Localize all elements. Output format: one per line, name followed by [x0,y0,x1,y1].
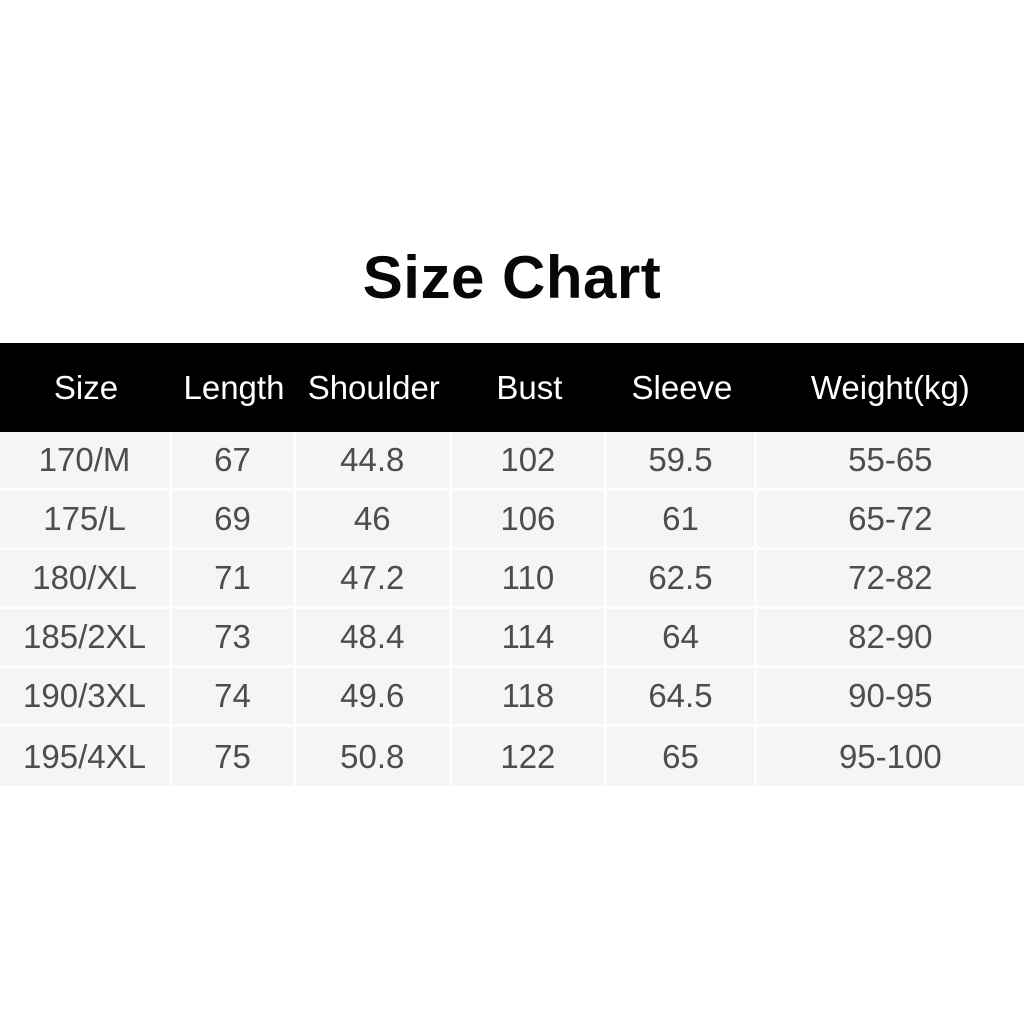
header-cell-bust: Bust [496,368,563,406]
table-cell: 102 [451,432,608,491]
table-cell: 50.8 [295,727,452,786]
table-cell: 82-90 [756,609,1024,668]
table-cell: 61 [607,491,757,550]
table-cell: 195/4XL [0,727,173,786]
table-row: 195/4XL 75 50.8 122 65 95-100 [0,727,1024,786]
table-cell: 118 [451,668,608,727]
table-cell: 106 [451,491,608,550]
table-cell: 190/3XL [0,668,173,727]
table-cell: 185/2XL [0,609,173,668]
table-header-row: Size Length Shoulder Bust Sleeve Weight(kg) [0,343,1024,432]
table-row: 175/L 69 46 106 61 65-72 [0,491,1024,550]
table-row: 180/XL 71 47.2 110 62.5 72-82 [0,550,1024,609]
table-cell: 46 [295,491,452,550]
table-cell: 72-82 [756,550,1024,609]
header-cell-weight-kg-: Weight(kg) [810,368,970,406]
table-cell: 64.5 [607,668,757,727]
table-cell: 55-65 [756,432,1024,491]
table-row: 185/2XL 73 48.4 114 64 82-90 [0,609,1024,668]
table-cell: 71 [172,550,296,609]
header-cell-shoulder: Shoulder [307,368,440,406]
page-title: Size Chart [362,244,662,311]
table-cell: 175/L [0,491,173,550]
table-cell: 122 [451,727,608,786]
table-cell: 75 [172,727,296,786]
table-row: 170/M 67 44.8 102 59.5 55-65 [0,432,1024,491]
table-cell: 73 [172,609,296,668]
table-cell: 62.5 [607,550,757,609]
table-cell: 65-72 [756,491,1024,550]
table-cell: 44.8 [295,432,452,491]
table-cell: 67 [172,432,296,491]
table-body: 170/M 67 44.8 102 59.5 55-65 175/L 69 46 106 61 65-… [0,432,1024,786]
table-cell: 110 [451,550,608,609]
table-row: 190/3XL 74 49.6 118 64.5 90-95 [0,668,1024,727]
table-cell: 59.5 [607,432,757,491]
size-chart-table: Size Length Shoulder Bust Sleeve Weight(kg) 1… [0,343,1024,786]
table-cell: 47.2 [295,550,452,609]
table-cell: 114 [451,609,608,668]
table-cell: 90-95 [756,668,1024,727]
table-cell: 74 [172,668,296,727]
table-cell: 69 [172,491,296,550]
table-cell: 170/M [0,432,173,491]
table-cell: 49.6 [295,668,452,727]
header-cell-sleeve: Sleeve [631,368,733,406]
table-cell: 95-100 [756,727,1024,786]
table-cell: 180/XL [0,550,173,609]
table-cell: 64 [607,609,757,668]
table-cell: 48.4 [295,609,452,668]
header-cell-size: Size [53,368,119,406]
header-cell-length: Length [183,368,285,406]
table-cell: 65 [607,727,757,786]
